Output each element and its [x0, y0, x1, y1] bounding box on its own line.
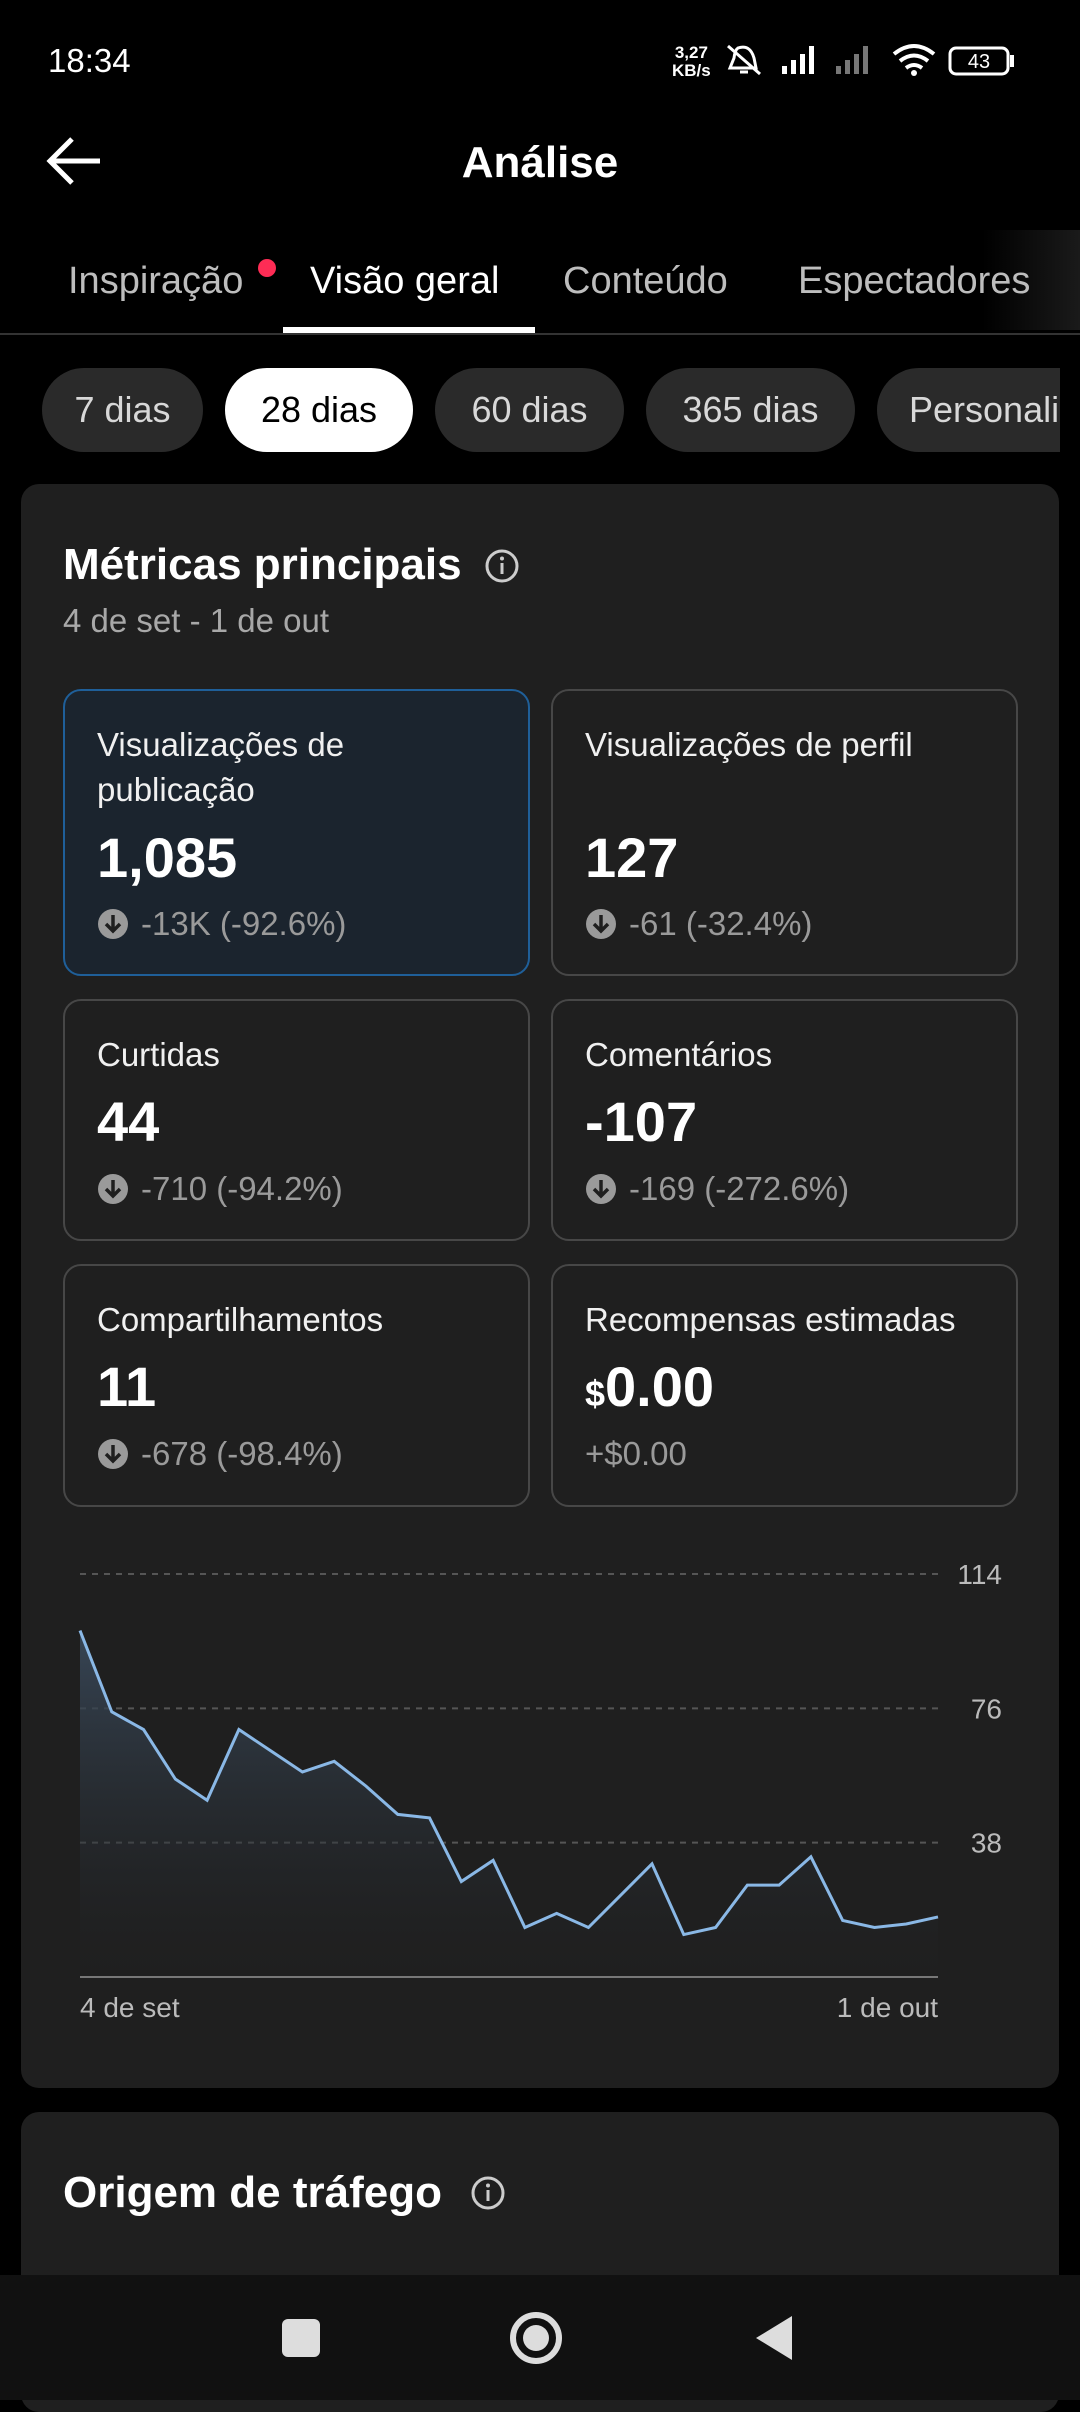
- tab[interactable]: Inspiração: [68, 260, 244, 302]
- traffic-title: Origem de tráfego: [63, 2168, 442, 2217]
- period-chip[interactable]: 365 dias: [646, 368, 855, 452]
- metric-change: -169 (-272.6%): [585, 1170, 849, 1208]
- x-tick-label: 1 de out: [837, 1992, 938, 2023]
- metric-change: +$0.00: [585, 1435, 687, 1473]
- down-icon: [586, 909, 616, 939]
- metric-value: $0.00: [585, 1354, 714, 1419]
- y-tick-label: 76: [971, 1693, 1002, 1724]
- tab[interactable]: Visão geral: [310, 260, 500, 302]
- nav-icons: [282, 2312, 792, 2364]
- line-area: [80, 1630, 938, 1977]
- back-nav-button[interactable]: [756, 2316, 792, 2360]
- down-icon: [98, 1439, 128, 1469]
- period-chips: 7 dias 28 dias 60 dias 365 dias Personalizad…: [0, 0, 1060, 470]
- metric-box[interactable]: Curtidas 44 -710 (-94.2%): [63, 999, 530, 1241]
- metric-box[interactable]: Compartilhamentos 11 -678 (-98.4%): [63, 1264, 530, 1507]
- line-series: [78, 1630, 939, 1937]
- metric-change: -678 (-98.4%): [97, 1435, 343, 1473]
- metric-change-text: -710 (-94.2%): [141, 1170, 343, 1207]
- metric-value: 127: [585, 825, 678, 890]
- metric-value: 44: [97, 1089, 159, 1154]
- metric-box[interactable]: Visualizações de publicação 1,085 -13K (-9…: [63, 689, 530, 976]
- metric-value-text: 44: [97, 1090, 160, 1153]
- tab-indicator: [283, 327, 535, 333]
- metric-change-text: -169 (-272.6%): [629, 1170, 850, 1207]
- metric-label: Curtidas: [97, 1036, 220, 1073]
- metric-change: -13K (-92.6%): [97, 905, 346, 943]
- metric-change-text: -13K (-92.6%): [141, 905, 347, 942]
- metric-value: 1,085: [97, 825, 237, 890]
- metric-change: -61 (-32.4%): [585, 905, 812, 943]
- metric-value: -107: [585, 1089, 697, 1154]
- metric-value: 11: [97, 1354, 156, 1419]
- net-speed: 3,27 KB/s: [672, 44, 711, 80]
- y-tick-label: 38: [971, 1828, 1002, 1859]
- metric-label: Comentários: [585, 1036, 773, 1073]
- period-chip[interactable]: 60 dias: [435, 368, 624, 452]
- down-icon: [98, 1174, 128, 1204]
- metric-value-text: 127: [585, 826, 679, 889]
- down-icon: [98, 909, 128, 939]
- period-chip[interactable]: 28 dias: [225, 368, 413, 452]
- nav-bar: [0, 2275, 1080, 2400]
- metric-box[interactable]: Recompensas estimadas $0.00 +$0.00: [551, 1264, 1018, 1507]
- metric-label: Compartilhamentos: [97, 1301, 384, 1338]
- home-button[interactable]: [510, 2312, 562, 2364]
- metric-box[interactable]: Comentários -107 -169 (-272.6%): [551, 999, 1018, 1241]
- metric-change: -710 (-94.2%): [97, 1170, 343, 1208]
- recents-button[interactable]: [282, 2319, 320, 2357]
- battery-level: 43: [968, 51, 990, 73]
- status-time: 18:34: [48, 42, 131, 79]
- status-icons: 43: [727, 44, 1014, 76]
- metric-change-text: -61 (-32.4%): [629, 905, 813, 942]
- metric-value-text: -107: [585, 1090, 698, 1153]
- metric-label: Recompensas estimadas: [585, 1301, 956, 1338]
- tab-divider: [0, 333, 1080, 335]
- metric-change-text: +$0.00: [585, 1435, 687, 1472]
- metrics-title: Métricas principais: [63, 540, 462, 589]
- info-icon[interactable]: [470, 2175, 506, 2211]
- metric-value-text: 11: [97, 1355, 157, 1418]
- line-chart: 38 76 114 4 de set 1 de out: [78, 1559, 1002, 2023]
- tab[interactable]: Espectadores: [798, 260, 1031, 302]
- metric-box[interactable]: Visualizações de perfil 127 -61 (-32.4%): [551, 689, 1018, 976]
- period-chip[interactable]: 7 dias: [42, 368, 203, 452]
- net-speed-value: 3,27: [674, 43, 708, 62]
- metric-currency: $: [585, 1373, 606, 1414]
- info-icon[interactable]: [484, 548, 520, 584]
- metric-change-text: -678 (-98.4%): [141, 1435, 343, 1472]
- notification-dot: [258, 259, 276, 277]
- period-chip[interactable]: Personalizado: [877, 368, 1060, 452]
- down-icon: [586, 1174, 616, 1204]
- net-speed-unit: KB/s: [672, 61, 711, 80]
- tab[interactable]: Conteúdo: [563, 260, 728, 302]
- date-range: 4 de set - 1 de out: [63, 602, 330, 639]
- y-tick-label: 114: [957, 1559, 1002, 1590]
- tab-fade: [982, 230, 1080, 330]
- back-button[interactable]: [44, 136, 104, 186]
- metric-label: Visualizações de perfil: [585, 726, 913, 763]
- metric-label: Visualizações de publicação: [97, 726, 345, 808]
- metric-value-text: 0.00: [605, 1355, 715, 1418]
- x-tick-label: 4 de set: [80, 1992, 180, 2023]
- page-title: Análise: [461, 138, 619, 187]
- metric-value-text: 1,085: [97, 826, 238, 889]
